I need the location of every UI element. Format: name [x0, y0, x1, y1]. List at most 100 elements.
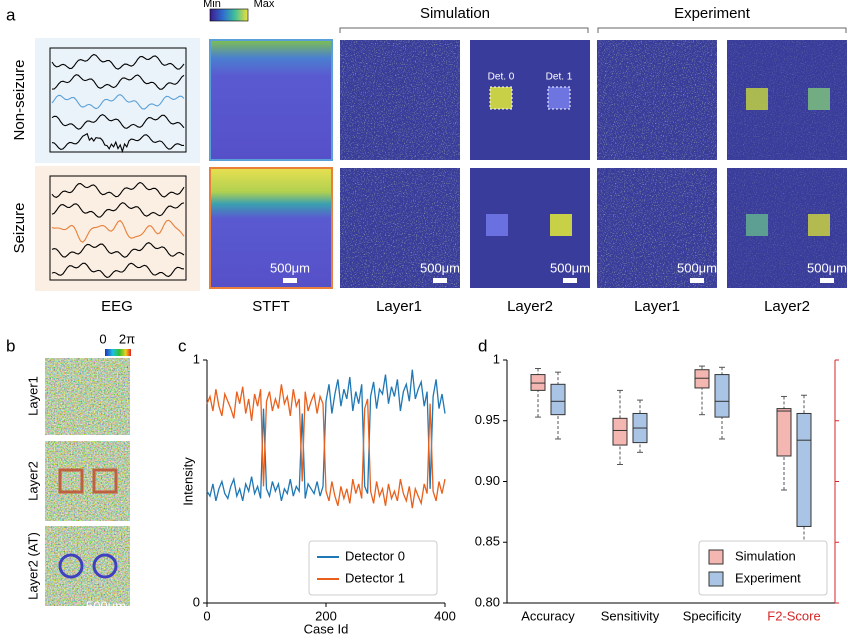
x-tick-label: 0 — [203, 608, 210, 623]
x-tick-label: Sensitivity — [601, 608, 660, 623]
scale-bar — [283, 278, 297, 283]
x-tick-label: 200 — [315, 608, 337, 623]
y-tick-label: 1 — [493, 351, 500, 366]
panel-label: b — [6, 336, 15, 355]
eeg-trace — [51, 262, 185, 278]
eeg-bg — [35, 166, 200, 291]
y-tick-label: 0.90 — [475, 473, 500, 488]
panel-a: a Min Max Simulation Experiment Non-seiz… — [6, 0, 847, 291]
scale-bar-label: 500μm — [550, 260, 590, 275]
column-label: Layer1 — [376, 298, 422, 315]
scale-bar — [101, 617, 111, 621]
stft-image — [209, 167, 333, 289]
images — [340, 40, 847, 288]
legend-label: Detector 1 — [345, 570, 405, 585]
phase-feature — [92, 553, 118, 579]
legend-label: Experiment — [735, 570, 801, 585]
box — [612, 417, 628, 446]
detector — [746, 88, 768, 110]
box — [550, 383, 566, 416]
charts: c 0 200 400 0 1 Case Id Intensity Detector 0 Dete… — [178, 336, 839, 636]
detector — [550, 214, 572, 236]
pattern-noise — [340, 40, 460, 160]
legend-label: Simulation — [735, 548, 796, 563]
y-tick-label: 0.80 — [475, 594, 500, 609]
column-label: Layer2 — [507, 298, 553, 315]
eeg-trace — [51, 202, 185, 218]
legend-label: Detector 0 — [345, 548, 405, 563]
y-tick-label: 1 — [193, 351, 200, 366]
eeg-trace — [51, 93, 185, 110]
eeg-bg — [35, 38, 200, 163]
row-label: Layer2 (AT) — [25, 532, 40, 600]
panel-label: d — [478, 336, 487, 355]
legend-swatch — [708, 549, 724, 565]
detector — [808, 88, 830, 110]
colorbar-label: 2π — [119, 331, 135, 346]
detector — [808, 214, 830, 236]
column-label: Layer2 — [764, 298, 810, 315]
detector — [746, 214, 768, 236]
box — [694, 369, 710, 389]
x-axis-label: Case Id — [304, 621, 349, 636]
phase-feature — [58, 468, 84, 494]
row-label: Layer2 — [25, 461, 40, 501]
row-label: Seizure — [11, 203, 28, 254]
x-tick-label: Accuracy — [521, 608, 575, 623]
eeg-frame — [49, 175, 187, 281]
eeg-traces — [51, 53, 185, 278]
detector — [547, 86, 571, 110]
scale-bar — [820, 278, 834, 283]
box — [714, 374, 730, 418]
colorbar-label: Min — [203, 0, 221, 10]
eeg-frame — [49, 47, 187, 153]
panel-b: b 0 2π Layer1 Layer2 Layer2 (AT) 500μm — [6, 331, 135, 621]
row-label: Layer1 — [25, 376, 40, 416]
eeg-trace — [51, 132, 184, 154]
pattern-noise — [340, 168, 460, 288]
colorbar — [209, 8, 249, 22]
box — [530, 374, 546, 391]
scale-bar-label: 500μm — [807, 260, 847, 275]
scale-bar-label: 500μm — [420, 260, 460, 275]
box — [776, 408, 792, 457]
colorbar-label: Max — [254, 0, 275, 10]
y-axis-label: Intensity — [180, 457, 195, 506]
scale-bar — [563, 278, 577, 283]
scale-bar-label: 500μm — [677, 260, 717, 275]
box — [796, 412, 812, 527]
scale-bar-label: 500μm — [270, 260, 310, 275]
bracket — [339, 27, 847, 33]
x-tick-label: Specificity — [683, 608, 742, 623]
column-label: EEG — [101, 298, 133, 315]
pattern-noise — [597, 168, 717, 288]
scale-bar — [690, 278, 704, 283]
legend-swatch — [708, 571, 724, 587]
detector-label: Det. 1 — [546, 72, 573, 83]
colorbar-label: 0 — [99, 331, 106, 346]
legend — [308, 540, 438, 596]
eeg-trace — [51, 53, 185, 70]
column-label: Layer1 — [634, 298, 680, 315]
scale-bars: 500μm 500μm 500μm 500μm 500μm — [270, 260, 847, 283]
scale-bar-label: 500μm — [86, 598, 126, 613]
phase-feature — [92, 468, 118, 494]
phase-feature — [58, 553, 84, 579]
legend — [698, 540, 828, 596]
panel-label: a — [6, 5, 16, 24]
y-tick-label: 0 — [193, 594, 200, 609]
column-label: STFT — [252, 298, 290, 315]
pattern-noise — [597, 40, 717, 160]
colorbar — [105, 349, 131, 356]
x-tick-label: F2-Score — [767, 608, 820, 623]
detector — [486, 214, 508, 236]
eeg-trace — [51, 241, 185, 258]
detector-label: Det. 0 — [488, 72, 515, 83]
panel-label: c — [178, 336, 187, 355]
y-tick-label: 0.85 — [475, 534, 500, 549]
row-label: Non-seizure — [11, 60, 28, 141]
eeg-trace — [51, 181, 185, 199]
phase-image — [45, 358, 130, 435]
stft-image — [209, 39, 333, 161]
